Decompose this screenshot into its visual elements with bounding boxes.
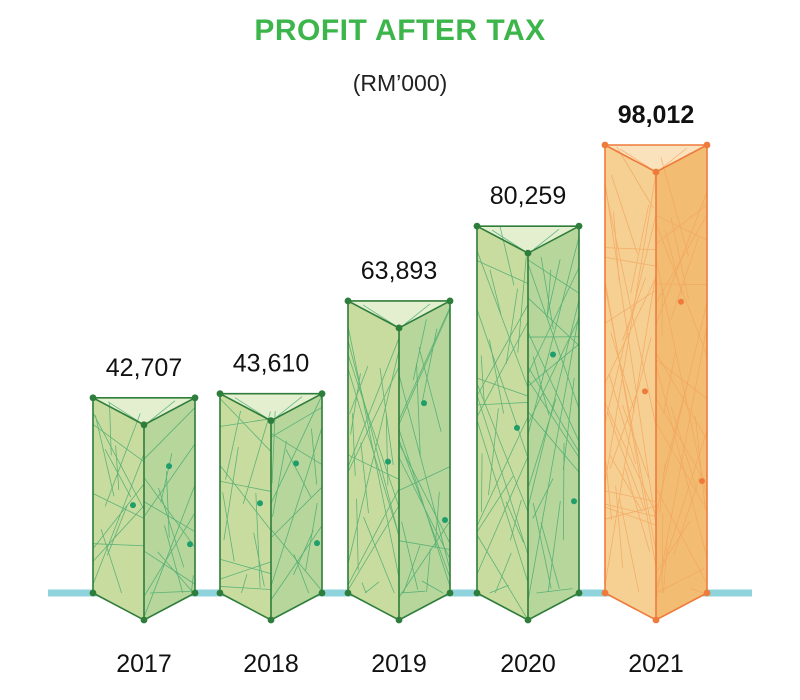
category-label-2019: 2019	[371, 650, 427, 678]
bar-vertex-dot	[140, 616, 148, 624]
bar-right-face	[144, 397, 195, 620]
bar-mesh-dot	[699, 478, 705, 484]
bar-mesh-dot	[187, 541, 193, 548]
bar-mesh	[347, 303, 451, 598]
bar-outline	[219, 392, 323, 593]
bar-vertex-dot	[267, 417, 275, 425]
bar-mesh	[92, 400, 196, 618]
category-label-2021: 2021	[628, 650, 684, 678]
bar-mesh-dot	[421, 400, 427, 407]
bar-outline	[347, 300, 451, 593]
bar-mesh-dot	[293, 460, 299, 467]
bar-vertex-dot	[318, 589, 326, 597]
bar-2017	[89, 394, 199, 624]
bar-2021	[601, 141, 711, 624]
bar-vertex-dot	[524, 249, 532, 257]
bar-vertex-dot	[524, 616, 532, 624]
bar-vertex-dot	[89, 589, 97, 597]
bar-vertex-dot	[216, 589, 224, 597]
category-label-2020: 2020	[500, 650, 556, 678]
bar-vertex-dot	[191, 394, 199, 402]
bar-vertex-dot	[318, 390, 326, 398]
bar-outline	[92, 396, 196, 593]
bar-mesh-dot	[314, 540, 320, 547]
bar-vertex-dot	[473, 589, 481, 597]
bar-mesh-dot	[550, 351, 556, 358]
bar-mesh-dot	[571, 498, 577, 505]
bar-2020	[473, 222, 583, 624]
bar-mesh-dot	[442, 516, 448, 523]
bar-top-face	[477, 226, 579, 254]
bar-mesh	[476, 226, 580, 621]
value-label-2017: 42,707	[106, 354, 182, 382]
bar-vertex-dot	[191, 589, 199, 597]
bar-vertex-dot	[575, 222, 583, 230]
chart-subtitle: (RM’000)	[352, 70, 448, 96]
bar-vertex-dot	[446, 589, 454, 597]
bar-mesh-dot	[166, 463, 172, 470]
value-label-2021: 98,012	[618, 101, 694, 129]
bar-2019	[344, 297, 454, 624]
bar-right-face	[528, 226, 579, 620]
bar-top-face	[93, 397, 195, 425]
bar-vertex-dot	[652, 168, 660, 176]
bar-vertex-dot	[473, 222, 481, 230]
bar-vertex-dot	[575, 589, 583, 597]
bar-outline	[476, 225, 580, 593]
bar-vertex-dot	[344, 589, 352, 597]
bar-outline	[604, 144, 708, 593]
bar-mesh	[219, 395, 323, 601]
bar-vertex-dot	[703, 589, 711, 597]
bar-vertex-dot	[344, 297, 352, 305]
bar-mesh-dot	[130, 502, 136, 509]
bar-vertex-dot	[89, 394, 97, 402]
category-label-2017: 2017	[116, 650, 172, 678]
bar-mesh-dot	[642, 388, 648, 395]
bar-2018	[216, 390, 326, 624]
bar-left-face	[220, 393, 271, 620]
bar-vertex-dot	[267, 616, 275, 624]
bar-vertex-dot	[140, 421, 148, 429]
bar-right-face	[656, 145, 707, 620]
value-label-2020: 80,259	[490, 182, 566, 210]
bar-top-face	[605, 145, 707, 172]
bar-vertex-dot	[446, 297, 454, 305]
chart-title: PROFIT AFTER TAX	[254, 14, 546, 47]
bar-vertex-dot	[703, 141, 711, 149]
bar-vertex-dot	[601, 589, 609, 597]
bar-vertex-dot	[395, 616, 403, 624]
bar-vertex-dot	[395, 324, 403, 332]
bar-vertex-dot	[601, 141, 609, 149]
value-label-2019: 63,893	[361, 257, 437, 285]
bar-mesh-dot	[514, 424, 520, 431]
bar-left-face	[477, 226, 528, 620]
bar-top-face	[220, 393, 322, 421]
bar-mesh-dot	[678, 298, 684, 305]
bar-left-face	[348, 300, 399, 620]
bar-left-face	[93, 397, 144, 620]
bar-mesh-dot	[385, 458, 391, 465]
bar-top-face	[348, 300, 450, 328]
bar-mesh-dot	[257, 500, 263, 507]
bar-left-face	[605, 145, 656, 620]
value-label-2018: 43,610	[233, 350, 309, 378]
category-label-2018: 2018	[243, 650, 299, 678]
bar-vertex-dot	[216, 390, 224, 398]
bar-vertex-dot	[652, 616, 660, 624]
bar-mesh	[604, 146, 708, 600]
